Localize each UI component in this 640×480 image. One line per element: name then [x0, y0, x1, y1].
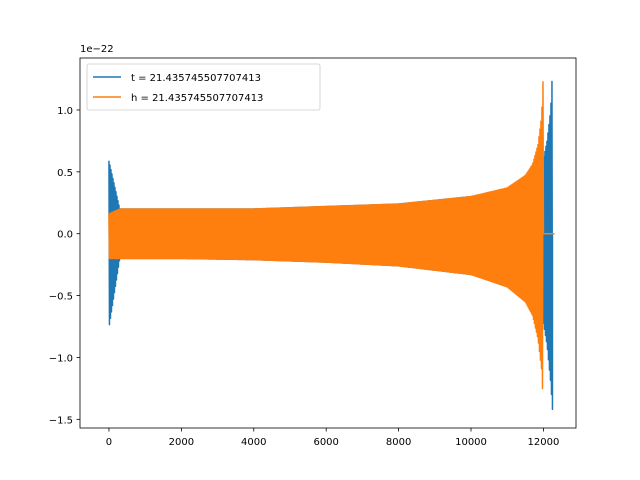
axes-layer: 0 2000 4000 6000 8000 10000 12000 −1.5 −1.0 −0.5 0… — [49, 57, 577, 448]
axes-frame — [79, 57, 577, 429]
x-tick-label: 2000 — [169, 437, 194, 448]
y-tick-label: −1.0 — [49, 353, 73, 364]
y-tick-label: 1.0 — [57, 106, 73, 117]
y-tick-label: 0.0 — [57, 230, 73, 241]
y-tick-label: −1.5 — [49, 415, 73, 426]
series-layer — [108, 80, 555, 411]
x-tick-label: 4000 — [241, 437, 266, 448]
x-tick-label: 0 — [106, 437, 112, 448]
x-tick-label: 12000 — [528, 437, 560, 448]
y-tick-label: 0.5 — [57, 168, 73, 179]
y-tick-label: −0.5 — [49, 292, 73, 303]
x-tick-label: 8000 — [386, 437, 411, 448]
legend-box — [86, 63, 321, 111]
legend: t = 21.435745507707413 h = 21.43574550770… — [86, 63, 321, 111]
y-offset-label: 1e−22 — [80, 44, 114, 55]
x-tick-label: 6000 — [313, 437, 338, 448]
x-tick-label: 10000 — [455, 437, 487, 448]
series-line-2 — [108, 81, 555, 390]
legend-label-2: h = 21.435745507707413 — [131, 93, 263, 104]
legend-label-1: t = 21.435745507707413 — [131, 73, 261, 84]
